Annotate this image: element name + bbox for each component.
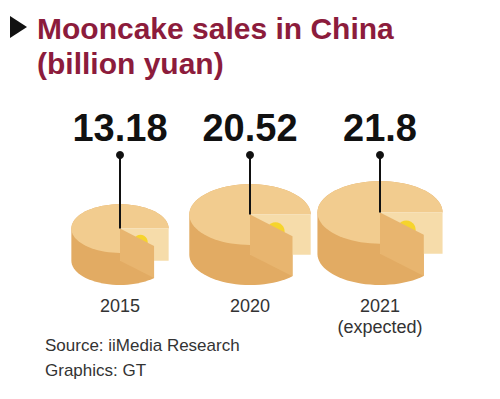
- svg-text:(expected): (expected): [337, 317, 422, 337]
- svg-text:2021: 2021: [360, 296, 400, 316]
- svg-text:2020: 2020: [230, 296, 270, 316]
- svg-text:20.52: 20.52: [202, 107, 297, 149]
- svg-text:21.8: 21.8: [343, 107, 417, 149]
- svg-text:2015: 2015: [100, 296, 140, 316]
- svg-text:Graphics: GT: Graphics: GT: [45, 361, 146, 380]
- svg-text:13.18: 13.18: [72, 107, 167, 149]
- svg-text:Mooncake sales in China: Mooncake sales in China: [37, 12, 394, 45]
- svg-text:(billion yuan): (billion yuan): [37, 47, 224, 80]
- svg-text:Source: iiMedia Research: Source: iiMedia Research: [45, 336, 240, 355]
